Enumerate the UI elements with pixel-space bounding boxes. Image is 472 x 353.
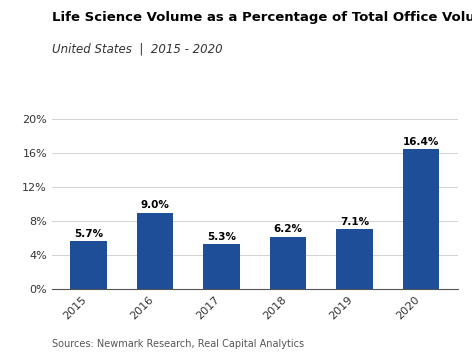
Text: 7.1%: 7.1% [340,217,369,227]
Bar [270,237,306,289]
Text: Sources: Newmark Research, Real Capital Analytics: Sources: Newmark Research, Real Capital … [52,340,304,349]
Bar [203,244,240,289]
Bar [403,149,439,289]
Text: 5.7%: 5.7% [74,229,103,239]
Text: 5.3%: 5.3% [207,232,236,242]
Text: Life Science Volume as a Percentage of Total Office Volume: Life Science Volume as a Percentage of T… [52,11,472,24]
Bar [137,213,173,289]
Bar [70,241,107,289]
Text: 16.4%: 16.4% [403,137,439,147]
Text: 6.2%: 6.2% [274,225,303,234]
Text: 9.0%: 9.0% [141,201,169,210]
Bar [337,229,373,289]
Text: United States  |  2015 - 2020: United States | 2015 - 2020 [52,42,222,55]
